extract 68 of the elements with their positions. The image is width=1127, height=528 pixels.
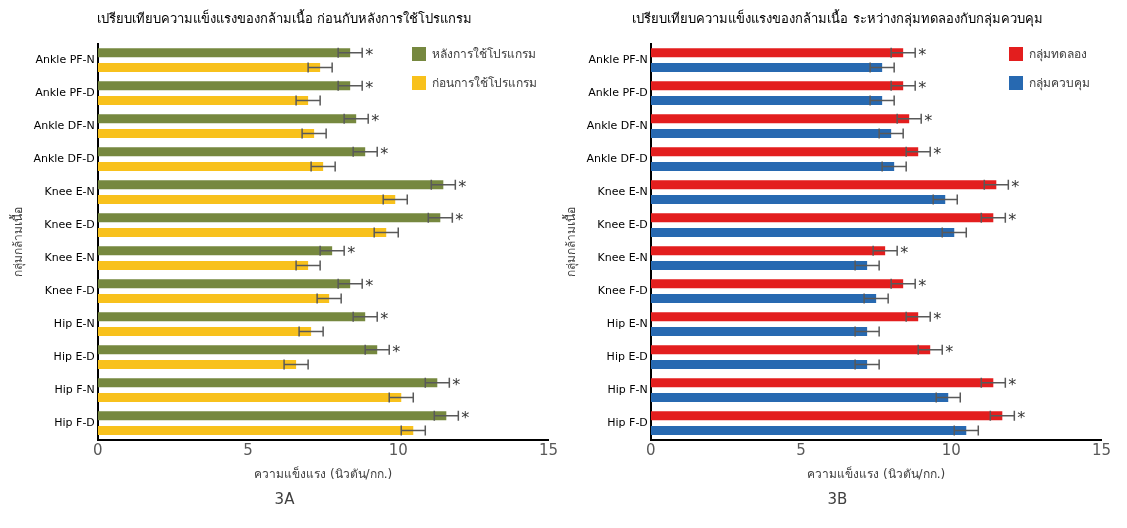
y-tick-label: Ankle DF-D (33, 151, 95, 165)
y-tick-label: Hip E-N (53, 316, 95, 330)
y-tick-label: Ankle DF-N (33, 118, 95, 132)
y-tick-label: Knee E-N (597, 184, 648, 198)
x-tick-label: 5 (796, 441, 806, 460)
data-label: * (371, 110, 380, 130)
y-tick-label: Knee E-N (597, 250, 648, 264)
data-label: * (933, 143, 942, 163)
x-tick-label: 0 (646, 441, 656, 460)
data-label: * (1008, 374, 1017, 394)
y-tick-label: Knee E-N (44, 184, 95, 198)
text: 3A (273, 490, 296, 508)
data-label: * (347, 242, 356, 262)
x-axis-title: ความแข็งแรง (นิวตัน/กก.) (254, 465, 393, 481)
data-label: * (1008, 209, 1017, 229)
data-label: * (900, 242, 909, 262)
y-tick-label: Ankle PF-N (588, 52, 648, 66)
y-tick-label: Hip F-N (54, 382, 95, 396)
data-label: * (365, 44, 374, 64)
x-tick-label: 10 (941, 441, 961, 460)
y-tick-label: Ankle DF-D (586, 151, 648, 165)
y-axis-title: กลุ่มกล้ามเนื้อ (562, 206, 580, 277)
y-tick-label: Ankle PF-D (35, 85, 95, 99)
data-label: * (380, 308, 389, 328)
x-tick-label: 0 (93, 441, 103, 460)
chart-title: เปรียบเทียบความแข็งแรงของกล้ามเนื้อ ระหว่างกลุ่มทดลองกับกลุ่มควบคุม (631, 8, 1044, 29)
data-label: * (458, 176, 467, 196)
data-label: * (365, 77, 374, 97)
x-tick-label: 15 (1091, 441, 1111, 460)
y-tick-label: Ankle PF-D (588, 85, 648, 99)
y-tick-label: Hip F-D (54, 415, 95, 429)
y-tick-label: Hip F-N (607, 382, 648, 396)
data-label: * (945, 341, 954, 361)
data-label: * (918, 44, 927, 64)
y-tick-label: Ankle DF-N (586, 118, 648, 132)
data-label: * (933, 308, 942, 328)
legend-label: ก่อนการใช้โปรแกรม (432, 75, 537, 92)
data-label: * (365, 275, 374, 295)
data-label: * (455, 209, 464, 229)
y-tick-label: Hip E-D (53, 349, 95, 363)
x-tick-label: 15 (538, 441, 558, 460)
legend-label: กลุ่มทดลอง (1029, 46, 1087, 63)
data-label: * (918, 77, 927, 97)
y-tick-label: Knee F-D (44, 283, 95, 297)
chart-title: เปรียบเทียบความแข็งแรงของกล้ามเนื้อ ก่อนกับหลังการใช้โปรแกรม (95, 8, 474, 28)
text: 3B (826, 490, 849, 508)
x-tick-label: 10 (388, 441, 408, 460)
data-label: * (392, 341, 401, 361)
data-label: * (1017, 407, 1026, 427)
y-tick-label: Hip E-N (606, 316, 648, 330)
y-axis-title: กลุ่มกล้ามเนื้อ (9, 206, 27, 277)
x-tick-label: 5 (243, 441, 253, 460)
x-axis-title: ความแข็งแรง (นิวตัน/กก.) (807, 465, 946, 481)
y-tick-label: Hip F-D (607, 415, 648, 429)
y-tick-label: Knee E-D (44, 217, 95, 231)
data-label: * (452, 374, 461, 394)
data-label: * (380, 143, 389, 163)
y-tick-label: Knee E-N (44, 250, 95, 264)
y-tick-label: Knee E-D (597, 217, 648, 231)
data-label: * (924, 110, 933, 130)
legend-label: กลุ่มควบคุม (1029, 75, 1090, 92)
data-label: * (461, 407, 470, 427)
y-tick-label: Ankle PF-N (35, 52, 95, 66)
y-tick-label: Hip E-D (606, 349, 648, 363)
data-label: * (1011, 176, 1020, 196)
data-label: * (918, 275, 927, 295)
y-tick-label: Knee F-D (597, 283, 648, 297)
legend-label: หลังการใช้โปรแกรม (432, 46, 536, 63)
